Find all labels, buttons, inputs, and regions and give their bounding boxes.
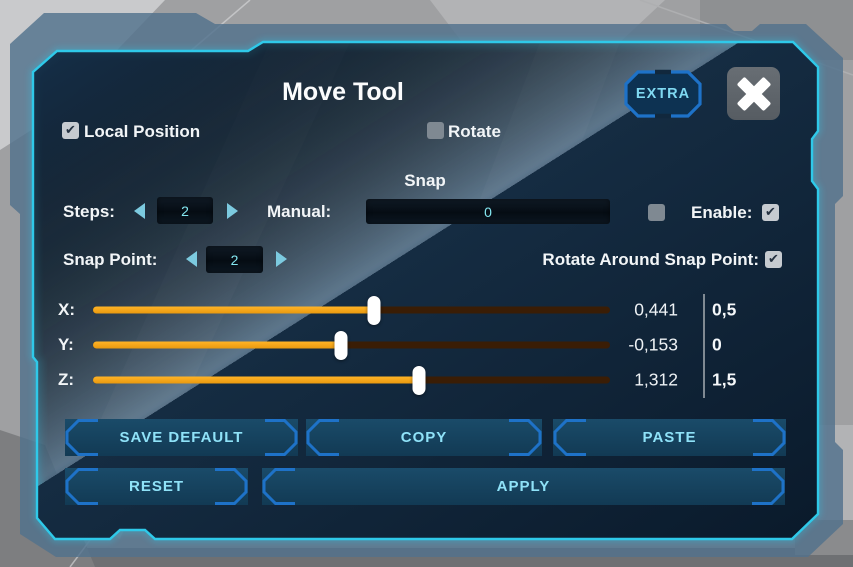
extra-button[interactable]: EXTRA: [625, 71, 701, 117]
y-value: -0,153: [628, 334, 678, 355]
y-axis-label: Y:: [58, 335, 74, 354]
checkmark-icon: ✔: [65, 123, 76, 138]
save-default-button-label: SAVE DEFAULT: [119, 429, 244, 446]
copy-button[interactable]: COPY: [306, 419, 542, 456]
panel-shape: [33, 42, 818, 539]
x-axis-label: X:: [58, 300, 75, 319]
enable-label: Enable:: [691, 203, 753, 222]
snap-point-value-field[interactable]: 2: [206, 246, 263, 273]
slider-row-x: X: 0,441 0,5: [0, 292, 853, 328]
x-slider[interactable]: [93, 295, 610, 325]
x-snapped-value: 0,5: [712, 299, 737, 320]
steps-value: 2: [181, 202, 189, 219]
x-value: 0,441: [634, 299, 678, 320]
snap-point-decrement-arrow-icon[interactable]: [186, 251, 197, 267]
x-slider-fill: [93, 306, 375, 314]
save-default-button[interactable]: SAVE DEFAULT: [65, 419, 298, 456]
local-position-checkbox[interactable]: ✔: [62, 122, 79, 139]
rotate-around-snap-point-label: Rotate Around Snap Point:: [542, 250, 759, 269]
reset-button[interactable]: RESET: [65, 468, 248, 505]
snap-point-increment-arrow-icon[interactable]: [276, 251, 287, 267]
paste-button[interactable]: PASTE: [553, 419, 786, 456]
apply-button-label: APPLY: [496, 478, 551, 495]
rotate-around-snap-point-checkbox[interactable]: ✔: [765, 251, 782, 268]
snap-point-value: 2: [230, 251, 239, 268]
button-shapes: [65, 419, 786, 505]
z-slider-fill: [93, 376, 420, 384]
close-button[interactable]: [727, 67, 780, 120]
apply-button[interactable]: APPLY: [262, 468, 785, 505]
y-slider-handle[interactable]: [334, 330, 348, 360]
checkmark-icon: ✔: [765, 205, 776, 220]
enable-checkbox[interactable]: ✔: [762, 204, 779, 221]
steps-decrement-arrow-icon[interactable]: [134, 203, 145, 219]
steps-value-field[interactable]: 2: [157, 197, 213, 224]
x-slider-handle[interactable]: [367, 295, 381, 325]
manual-label: Manual:: [267, 202, 332, 221]
snap-point-label: Snap Point:: [63, 250, 158, 269]
snap-aux-checkbox[interactable]: [648, 204, 665, 221]
rotate-label: Rotate: [448, 122, 501, 141]
manual-input[interactable]: 0: [366, 199, 610, 224]
y-slider[interactable]: [93, 330, 610, 360]
z-axis-label: Z:: [58, 370, 75, 389]
z-slider[interactable]: [93, 365, 610, 395]
checkmark-icon: ✔: [768, 252, 779, 267]
local-position-label: Local Position: [84, 122, 201, 141]
paste-button-label: PASTE: [642, 429, 697, 446]
steps-label: Steps:: [63, 202, 115, 221]
extra-button-label: EXTRA: [635, 86, 691, 102]
z-snapped-value: 1,5: [712, 369, 737, 390]
value-column-divider: [703, 294, 705, 398]
slider-row-z: Z: 1,312 1,5: [0, 362, 853, 398]
extra-button-shape: [624, 69, 702, 119]
copy-button-label: COPY: [400, 429, 448, 446]
manual-value: 0: [484, 203, 492, 220]
snap-section-header: Snap: [404, 171, 446, 190]
steps-increment-arrow-icon[interactable]: [227, 203, 238, 219]
page-title: Move Tool: [282, 78, 404, 106]
z-value: 1,312: [634, 369, 678, 390]
slider-row-y: Y: -0,153 0: [0, 327, 853, 363]
y-snapped-value: 0: [712, 334, 722, 355]
y-slider-fill: [93, 341, 342, 349]
reset-button-label: RESET: [128, 478, 184, 495]
rotate-checkbox[interactable]: [427, 122, 444, 139]
z-slider-handle[interactable]: [412, 365, 426, 395]
